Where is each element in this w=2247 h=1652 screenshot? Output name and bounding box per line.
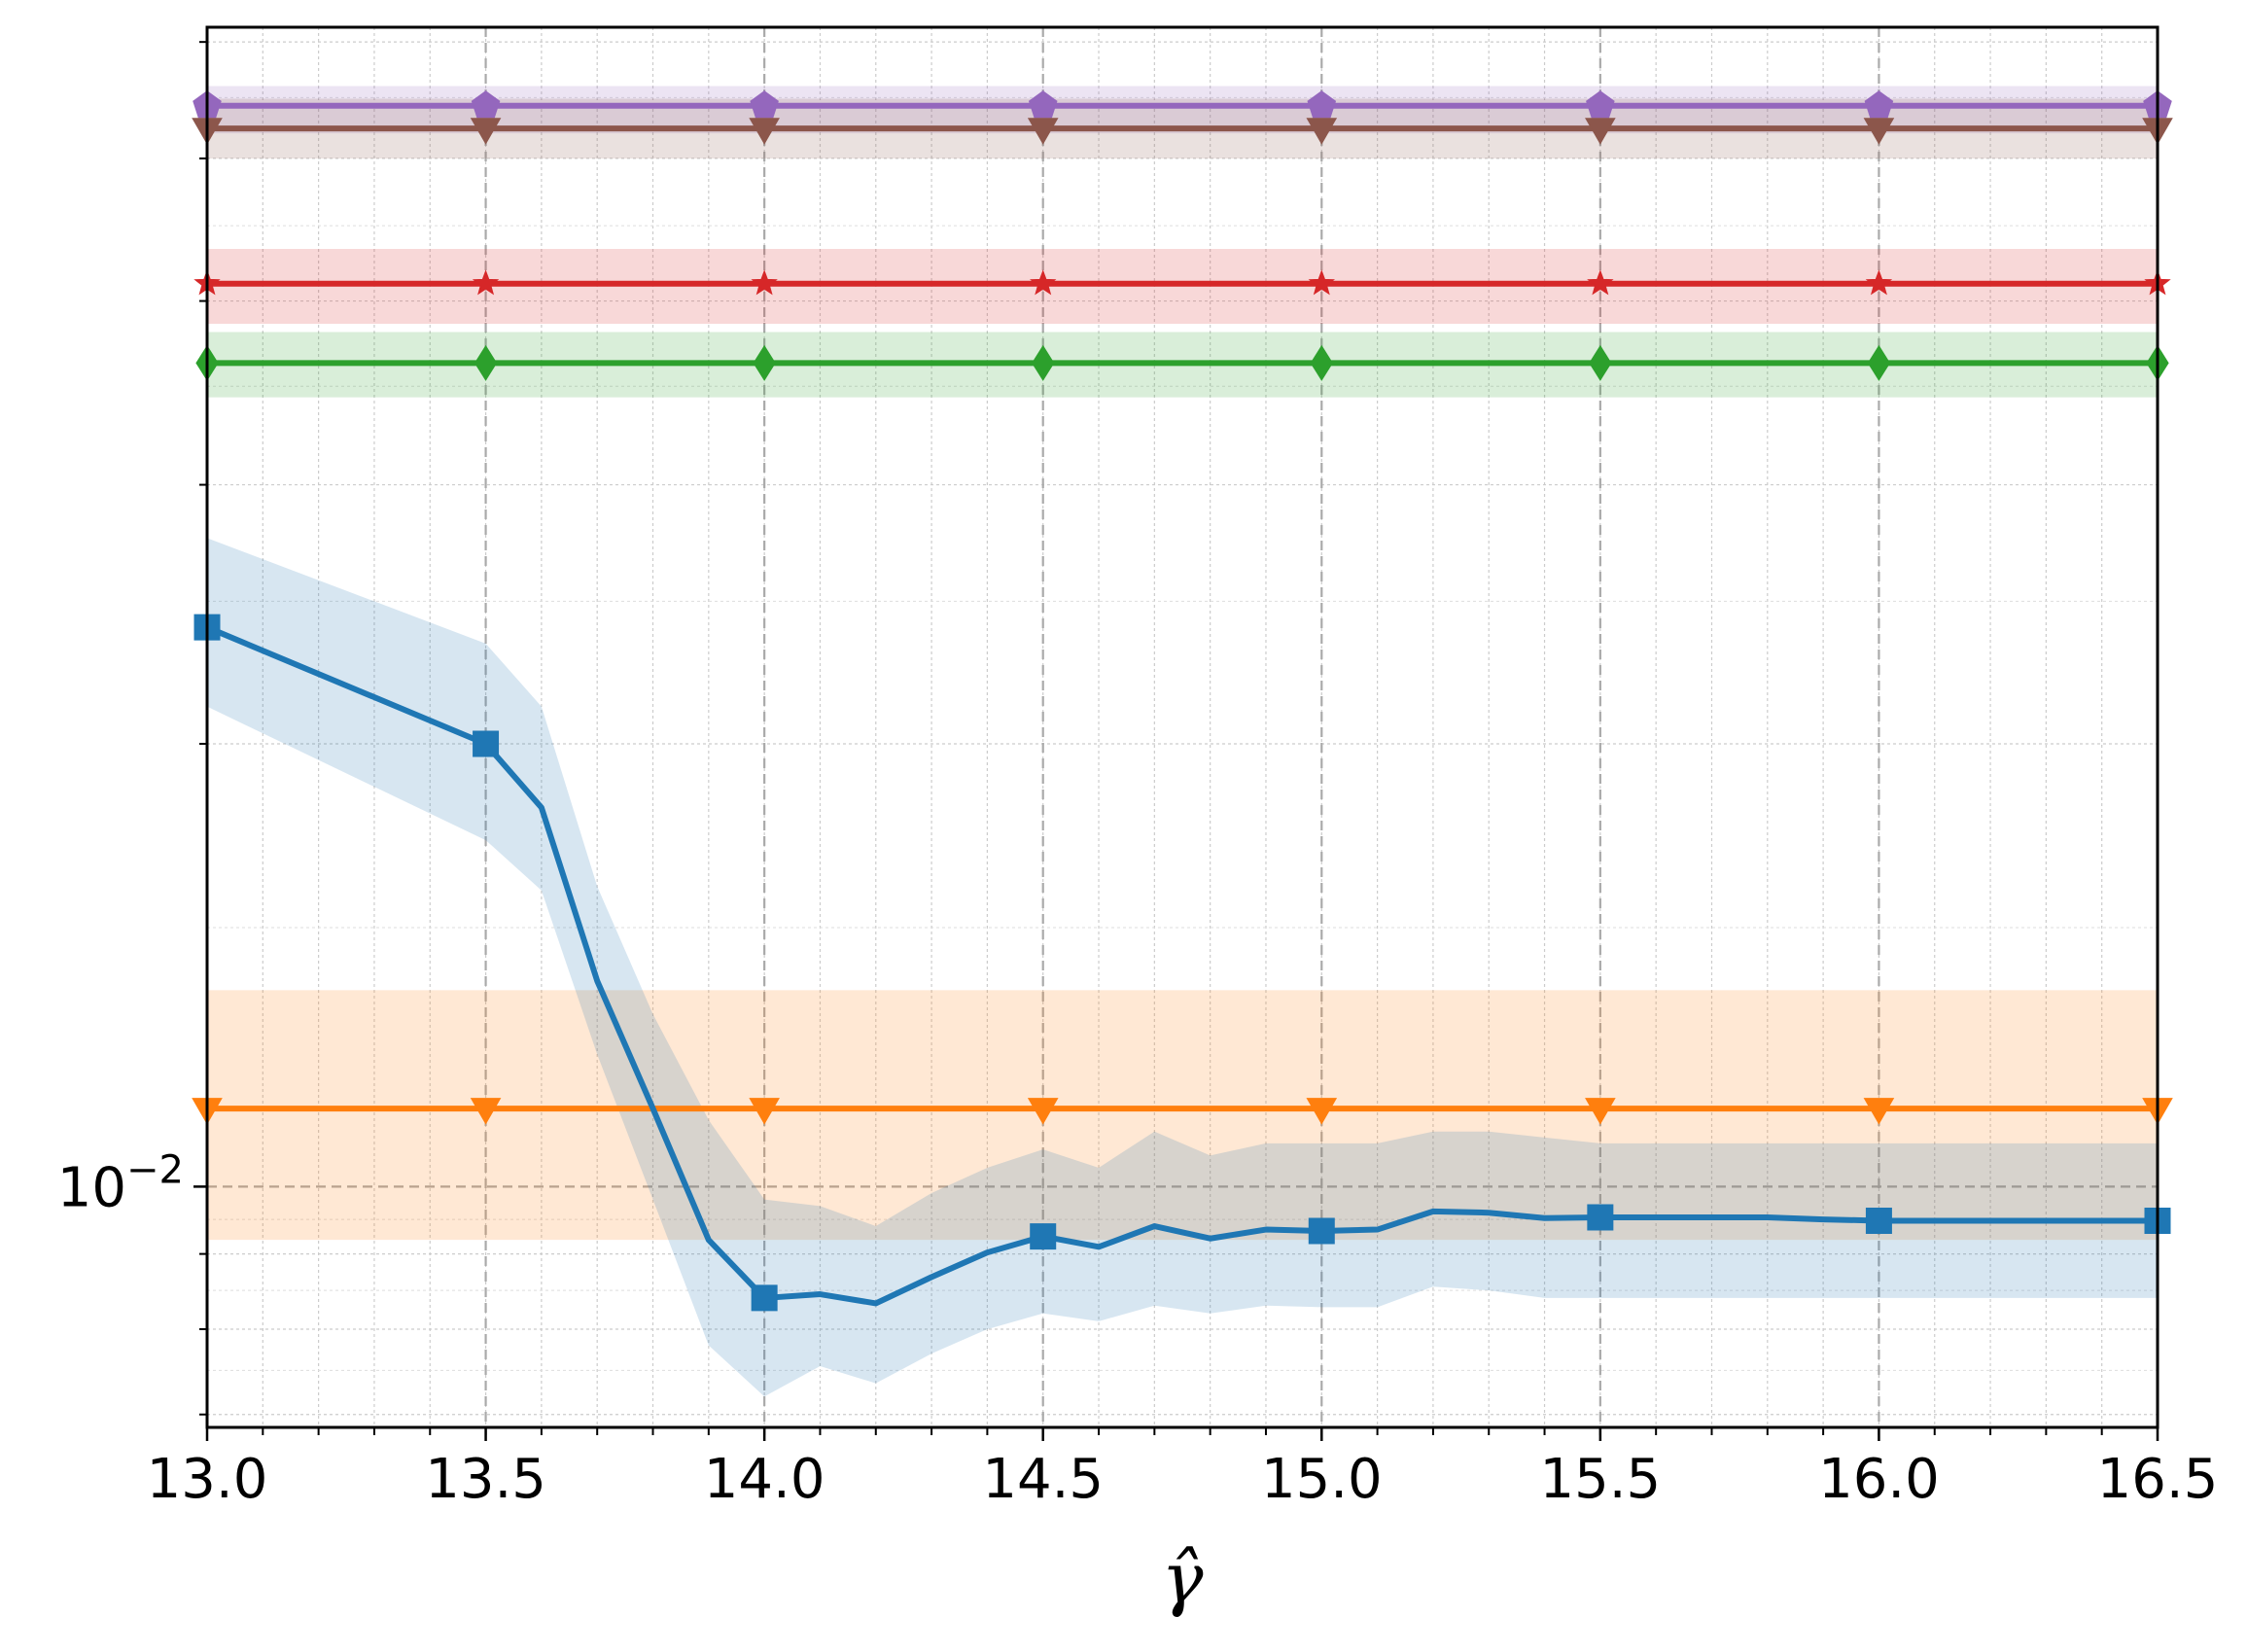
series-0-marker <box>471 90 501 119</box>
series-4-marker <box>1027 1098 1059 1125</box>
y-tick-labels: 10−2 <box>57 1147 184 1219</box>
series-0-marker <box>1864 90 1894 119</box>
series-lines <box>204 102 2160 1307</box>
series-5-marker <box>1865 1207 1892 1234</box>
series-1-marker <box>1585 118 1616 145</box>
x-tick-label: 15.0 <box>1261 1448 1383 1511</box>
series-1-marker <box>749 118 780 145</box>
series-5-marker <box>751 1284 778 1312</box>
series-1-marker <box>1863 118 1895 145</box>
series-0-band <box>207 86 2158 134</box>
series-4-marker <box>1863 1098 1895 1125</box>
series-2-marker <box>1029 269 1057 296</box>
series-1-marker <box>1027 118 1059 145</box>
series-0-marker <box>1028 90 1058 119</box>
series-3-marker <box>474 344 498 381</box>
series-3-marker <box>1032 344 1055 381</box>
series-5-marker <box>1587 1204 1614 1231</box>
x-tick-label: 16.5 <box>2097 1448 2219 1511</box>
series-4-marker <box>470 1098 502 1125</box>
x-tick-label: 13.5 <box>425 1448 546 1511</box>
x-axis-title: γ̂ <box>1161 1537 1204 1619</box>
series-0-marker <box>1586 90 1615 119</box>
x-tick-label: 15.5 <box>1540 1448 1662 1511</box>
series-1-marker <box>470 118 502 145</box>
major-grid <box>205 27 2159 1427</box>
x-tick-label: 13.0 <box>147 1448 268 1511</box>
x-tick-label: 16.0 <box>1818 1448 1940 1511</box>
series-5-marker <box>473 730 500 757</box>
series-5-band <box>207 538 2158 1397</box>
series-5-marker <box>1308 1217 1335 1245</box>
series-0-marker <box>750 90 779 119</box>
series-0-marker <box>1307 90 1337 119</box>
x-tick-label: 14.5 <box>982 1448 1104 1511</box>
series-2-marker <box>1308 269 1336 296</box>
confidence-bands <box>207 86 2158 1397</box>
series-4-band <box>207 990 2158 1241</box>
series-2-marker <box>751 269 778 296</box>
series-4-marker <box>1585 1098 1616 1125</box>
series-3-marker <box>1589 344 1612 381</box>
series-2-marker <box>1587 269 1614 296</box>
series-3-marker <box>1867 344 1891 381</box>
x-tick-labels: 13.0 13.5 14.0 14.5 15.0 15.5 16.0 16.5 <box>147 1448 2219 1511</box>
plot-frame <box>205 25 2159 1429</box>
axis-ticks <box>193 41 2159 1441</box>
series-1-marker <box>1306 118 1338 145</box>
x-tick-label: 14.0 <box>704 1448 825 1511</box>
y-tick-label: 10−2 <box>57 1147 184 1219</box>
series-3-marker <box>1310 344 1333 381</box>
series-4-marker <box>1306 1098 1338 1125</box>
series-2-marker <box>472 269 500 296</box>
series-5-marker <box>1030 1223 1057 1250</box>
series-4-marker <box>749 1098 780 1125</box>
series-3-marker <box>753 344 776 381</box>
series-2-marker <box>1865 269 1893 296</box>
